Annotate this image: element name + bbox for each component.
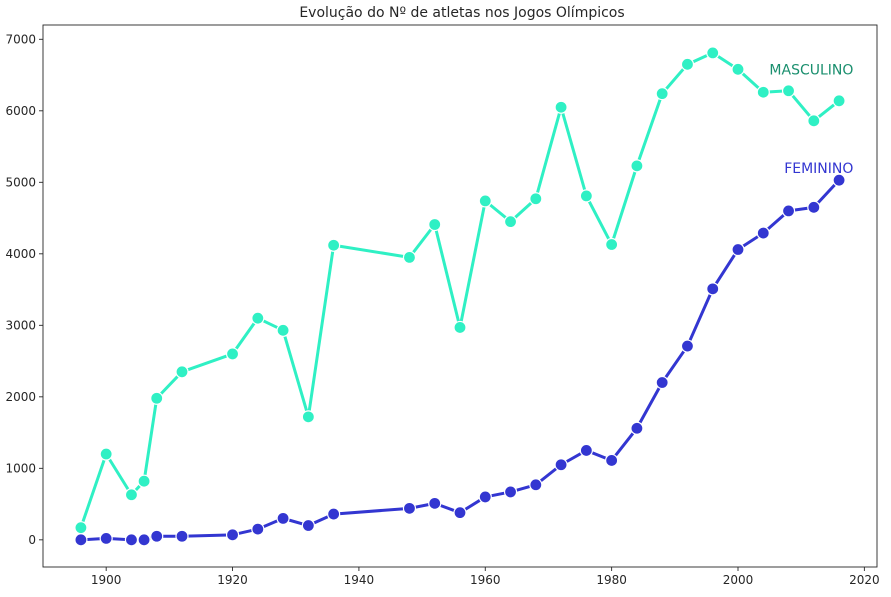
series-lines xyxy=(79,51,841,542)
chart-title: Evolução do Nº de atletas nos Jogos Olím… xyxy=(299,5,624,21)
data-point-masculino xyxy=(478,194,492,208)
data-point-feminino xyxy=(402,501,417,515)
data-point-masculino xyxy=(630,159,644,173)
x-tick-label: 2000 xyxy=(723,573,754,587)
y-tick-label: 1000 xyxy=(5,461,36,475)
data-point-feminino xyxy=(630,421,644,435)
data-point-feminino xyxy=(150,529,164,543)
data-point-masculino xyxy=(554,100,568,114)
data-point-feminino xyxy=(74,533,88,547)
data-point-feminino xyxy=(680,339,695,353)
data-point-masculino xyxy=(124,488,139,502)
x-tick-label: 2020 xyxy=(849,573,880,587)
x-tick-label: 1920 xyxy=(217,573,248,587)
series-points xyxy=(74,46,846,547)
data-point-masculino xyxy=(781,84,796,98)
data-point-feminino xyxy=(807,200,821,214)
data-point-masculino xyxy=(251,311,265,325)
data-point-feminino xyxy=(655,375,669,390)
data-point-masculino xyxy=(731,62,745,76)
data-point-masculino xyxy=(453,320,467,335)
data-point-feminino xyxy=(832,173,846,187)
y-tick-label: 0 xyxy=(28,533,36,547)
data-point-feminino xyxy=(478,490,492,504)
data-point-feminino xyxy=(124,533,139,547)
data-point-feminino xyxy=(554,458,568,472)
data-point-masculino xyxy=(706,46,720,60)
data-point-masculino xyxy=(756,85,770,99)
plot-area-frame xyxy=(42,24,878,568)
data-point-feminino xyxy=(756,226,770,240)
data-point-masculino xyxy=(327,238,341,252)
y-tick-label: 4000 xyxy=(5,247,36,261)
series-annotation-masculino: MASCULINO xyxy=(769,62,853,78)
series-annotations: MASCULINO FEMININO xyxy=(769,62,853,177)
x-tick-label: 1980 xyxy=(596,573,627,587)
data-point-feminino xyxy=(99,531,113,545)
y-tick-label: 7000 xyxy=(5,32,36,46)
data-point-masculino xyxy=(137,474,151,488)
data-point-masculino xyxy=(605,237,619,252)
data-point-masculino xyxy=(225,347,240,361)
data-point-feminino xyxy=(137,533,151,547)
y-tick-label: 2000 xyxy=(5,390,36,404)
data-point-feminino xyxy=(225,528,240,542)
data-point-masculino xyxy=(150,391,164,405)
data-point-masculino xyxy=(74,521,88,535)
data-point-masculino xyxy=(503,215,518,229)
data-point-feminino xyxy=(276,511,290,525)
data-point-feminino xyxy=(781,204,796,218)
data-point-masculino xyxy=(579,189,593,203)
series-annotation-feminino: FEMININO xyxy=(784,161,853,177)
data-point-feminino xyxy=(731,242,745,257)
series-line-feminino xyxy=(79,178,841,542)
data-point-feminino xyxy=(175,529,189,543)
y-tick-label: 3000 xyxy=(5,318,36,332)
data-point-feminino xyxy=(503,485,518,499)
data-point-masculino xyxy=(99,447,113,461)
data-point-masculino xyxy=(529,192,543,206)
data-point-masculino xyxy=(175,365,189,379)
data-point-masculino xyxy=(301,410,315,424)
data-point-feminino xyxy=(428,496,442,510)
data-point-feminino xyxy=(529,478,543,492)
data-point-feminino xyxy=(301,518,315,533)
data-point-masculino xyxy=(680,57,695,71)
axis-ticks: 1900 1920 1940 1960 1980 2000 2020 0 1000 2000 300… xyxy=(5,32,879,587)
data-point-masculino xyxy=(428,217,442,232)
data-point-feminino xyxy=(579,443,593,458)
data-point-masculino xyxy=(402,250,417,264)
data-point-feminino xyxy=(605,453,619,468)
data-point-masculino xyxy=(655,87,669,101)
y-tick-label: 5000 xyxy=(5,175,36,189)
data-point-feminino xyxy=(706,282,720,296)
y-tick-label: 6000 xyxy=(5,104,36,118)
data-point-feminino xyxy=(251,522,265,536)
x-tick-label: 1940 xyxy=(344,573,375,587)
data-point-masculino xyxy=(276,323,290,337)
series-line-masculino xyxy=(79,51,841,530)
data-point-feminino xyxy=(327,507,341,521)
data-point-feminino xyxy=(453,506,467,520)
data-point-masculino xyxy=(807,114,821,128)
data-point-masculino xyxy=(832,94,846,108)
x-tick-label: 1960 xyxy=(470,573,501,587)
x-tick-label: 1900 xyxy=(91,573,122,587)
